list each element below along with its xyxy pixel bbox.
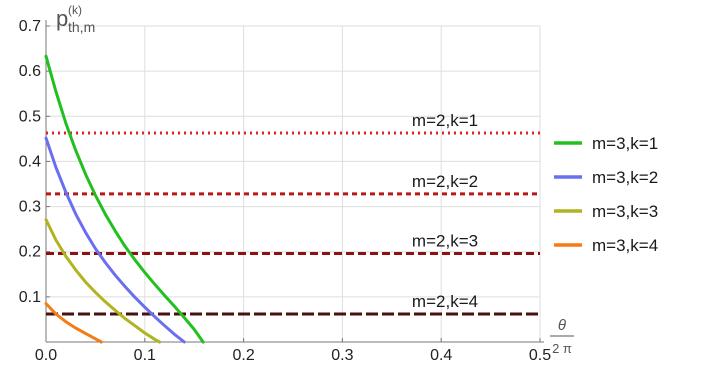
threshold-label: m=2,k=4 (412, 292, 478, 311)
y-tick-label: 0.6 (19, 63, 41, 80)
series-line (44, 302, 103, 344)
y-axis-title: p (k) th,m (56, 3, 95, 35)
x-axis-title: θ 2 π (550, 317, 574, 356)
legend: m=3,k=1 m=3,k=2 m=3,k=3 m=3,k=4 (554, 134, 658, 255)
y-tick-label: 0.3 (19, 199, 41, 216)
x-tick-label: 0.3 (331, 347, 353, 364)
x-tick-label: 0.5 (529, 347, 551, 364)
legend-label: m=3,k=1 (592, 134, 658, 153)
series-line (44, 218, 162, 344)
legend-label: m=3,k=2 (592, 168, 658, 187)
legend-label: m=3,k=3 (592, 202, 658, 221)
y-tick-label: 0.5 (19, 108, 41, 125)
y-axis-title-base: p (56, 6, 68, 31)
x-tick-label: 0.0 (35, 347, 57, 364)
series-line (44, 136, 186, 344)
y-axis-title-sup: (k) (68, 3, 82, 17)
tick-labels: 0.0 0.1 0.2 0.3 0.4 0.5 0.1 0.2 0.3 0.4 0.5 0.6 0.7 (19, 18, 551, 364)
x-axis-title-numerator: θ (558, 317, 566, 334)
y-axis-title-sub: th,m (68, 19, 95, 35)
x-tick-label: 0.2 (232, 347, 254, 364)
threshold-annotations: m=2,k=1 m=2,k=2 m=2,k=3 m=2,k=4 (412, 111, 478, 311)
legend-label: m=3,k=4 (592, 236, 658, 255)
y-tick-label: 0.7 (19, 18, 41, 35)
y-tick-label: 0.2 (19, 244, 41, 261)
axes (45, 20, 544, 343)
series-line (44, 54, 205, 344)
y-tick-label: 0.1 (19, 289, 41, 306)
threshold-label: m=2,k=3 (412, 232, 478, 251)
x-tick-label: 0.4 (430, 347, 452, 364)
x-tick-label: 0.1 (134, 347, 156, 364)
y-tick-label: 0.4 (19, 153, 41, 170)
threshold-label: m=2,k=1 (412, 111, 478, 130)
threshold-lines (46, 131, 540, 316)
series-curves (44, 54, 205, 344)
x-axis-title-denominator: 2 π (552, 341, 572, 356)
threshold-label: m=2,k=2 (412, 172, 478, 191)
